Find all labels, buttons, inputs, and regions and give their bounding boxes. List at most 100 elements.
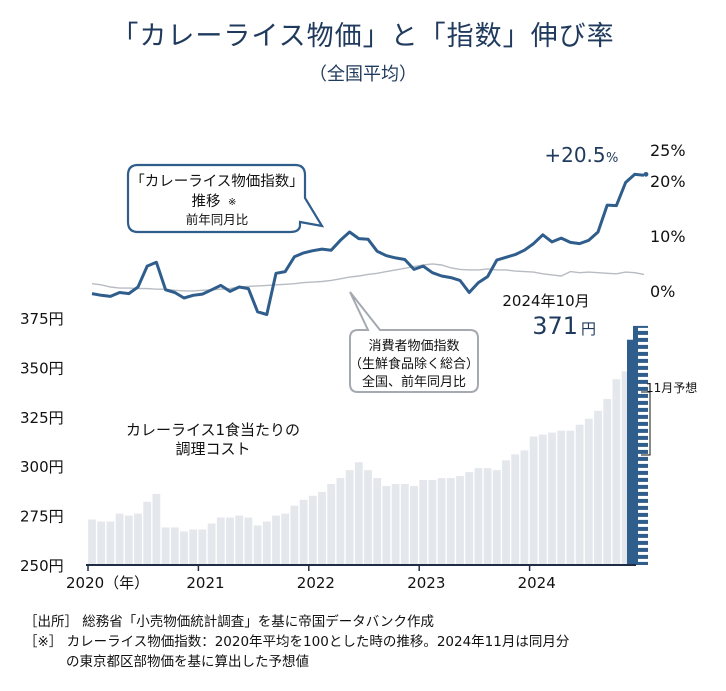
latest-value: 371 <box>532 312 578 340</box>
bar-4 <box>125 516 133 565</box>
bar-56 <box>603 399 611 565</box>
chart-canvas: 250円275円300円325円350円375円2020（年）202120222… <box>0 0 726 691</box>
forecast-bar-fill <box>633 326 648 565</box>
forecast-bar-stripe <box>638 552 648 555</box>
forecast-bar-stripe <box>638 433 648 436</box>
index-callout-line2: 推移 <box>192 193 221 210</box>
bar-ytick-3: 325円 <box>20 409 64 427</box>
bar-2 <box>107 522 115 565</box>
latest-bar-accent <box>627 340 633 565</box>
bar-49 <box>539 435 547 565</box>
cpi-line-series <box>92 264 644 291</box>
forecast-bar-stripe <box>638 412 648 415</box>
year-label-1: 2021 <box>186 574 224 592</box>
bar-ytick-0: 250円 <box>20 557 64 575</box>
bar-19 <box>263 522 271 565</box>
note-line1: カレーライス物価指数：2020年平均を100とした時の推移。2024年11月は同… <box>67 634 570 650</box>
bar-13 <box>208 524 216 565</box>
forecast-bar-stripe <box>638 335 648 338</box>
bar-45 <box>502 460 510 565</box>
bar-11 <box>189 529 197 565</box>
bar-36 <box>419 480 427 565</box>
forecast-bar-stripe <box>638 482 648 485</box>
forecast-bar-stripe <box>638 356 648 359</box>
asterisk-note-line2: の東京都区部物価を基に算出した予想値 <box>66 650 309 670</box>
index-callout-line1: 「カレーライス物価指数」 <box>130 173 304 190</box>
bar-33 <box>392 484 400 565</box>
latest-value-unit: 円 <box>581 320 596 338</box>
source-tag: ［出所］ <box>24 614 78 630</box>
forecast-bar-stripe <box>638 349 648 352</box>
bar-21 <box>281 514 289 565</box>
bar-41 <box>465 472 473 565</box>
bar-ytick-5: 375円 <box>20 310 64 328</box>
bar-35 <box>410 486 418 565</box>
index-end-value: +20.5 <box>544 143 605 167</box>
bar-57 <box>613 379 621 565</box>
bar-24 <box>309 496 317 565</box>
year-label-2: 2022 <box>297 574 335 592</box>
forecast-bar-stripe <box>638 559 648 562</box>
year-label-3: 2023 <box>407 574 445 592</box>
bar-series-label-line1: カレーライス1食当たりの <box>126 421 300 439</box>
forecast-label: 11月予想 <box>646 380 697 395</box>
forecast-bar-stripe <box>638 363 648 366</box>
forecast-bar-stripe <box>638 426 648 429</box>
forecast-bar-stripe <box>638 440 648 443</box>
forecast-bar-stripe <box>638 419 648 422</box>
asterisk-note: ［※］ カレーライス物価指数：2020年平均を100とした時の推移。2024年1… <box>24 630 569 650</box>
bar-17 <box>245 518 253 565</box>
bar-ytick-1: 275円 <box>20 508 64 526</box>
bar-48 <box>530 437 538 565</box>
bar-8 <box>162 527 170 565</box>
bar-39 <box>447 478 455 565</box>
pct-ytick-2: 20% <box>650 172 686 191</box>
bar-18 <box>254 525 262 565</box>
bar-22 <box>291 506 299 565</box>
source-text: 総務省「小売物価統計調査」を基に帝国データバンク作成 <box>82 614 434 630</box>
latest-period-label: 2024年10月 <box>502 292 589 310</box>
forecast-bar-stripe <box>638 538 648 541</box>
bar-14 <box>217 518 225 565</box>
bar-26 <box>327 484 335 565</box>
bar-37 <box>429 480 437 565</box>
cpi-callout-line2: （生鮮食品除く総合） <box>349 356 479 372</box>
forecast-bar-stripe <box>638 545 648 548</box>
source-note: ［出所］ 総務省「小売物価統計調査」を基に帝国データバンク作成 <box>24 610 434 630</box>
index-callout-note-mark: ※ <box>228 197 236 208</box>
bar-29 <box>355 462 363 565</box>
cpi-callout-line3: 全国、前年同月比 <box>362 374 466 390</box>
forecast-bar-stripe <box>638 517 648 520</box>
bar-5 <box>134 514 142 565</box>
bar-40 <box>456 476 464 565</box>
bar-32 <box>383 486 391 565</box>
index-callout-line3: 前年同月比 <box>186 212 249 227</box>
bar-46 <box>511 454 519 565</box>
bar-1 <box>97 522 105 565</box>
bar-55 <box>594 411 602 565</box>
bar-16 <box>235 516 243 565</box>
forecast-bar-stripe <box>638 503 648 506</box>
forecast-bar-stripe <box>638 489 648 492</box>
index-end-point <box>644 172 649 177</box>
bar-30 <box>364 470 372 565</box>
forecast-bar-stripe <box>638 496 648 499</box>
bar-44 <box>493 470 501 565</box>
bar-38 <box>438 478 446 565</box>
cpi-callout-line1: 消費者物価指数 <box>368 339 459 354</box>
index-callout: 「カレーライス物価指数」 推移 ※ 前年同月比 <box>128 165 322 232</box>
forecast-bar-stripe <box>638 468 648 471</box>
forecast-bar-stripe <box>638 405 648 408</box>
bar-15 <box>226 518 234 565</box>
bar-42 <box>475 468 483 565</box>
pct-ytick-3: 25% <box>650 141 686 160</box>
forecast-bar-stripe <box>638 447 648 450</box>
forecast-bar-stripe <box>638 461 648 464</box>
bar-series-label-line2: 調理コスト <box>175 440 250 458</box>
forecast-bar-stripe <box>638 342 648 345</box>
year-label-4: 2024 <box>518 574 556 592</box>
bar-ytick-4: 350円 <box>20 359 64 377</box>
bar-31 <box>373 478 381 565</box>
forecast-bar-stripe <box>638 531 648 534</box>
forecast-bar-stripe <box>638 370 648 373</box>
